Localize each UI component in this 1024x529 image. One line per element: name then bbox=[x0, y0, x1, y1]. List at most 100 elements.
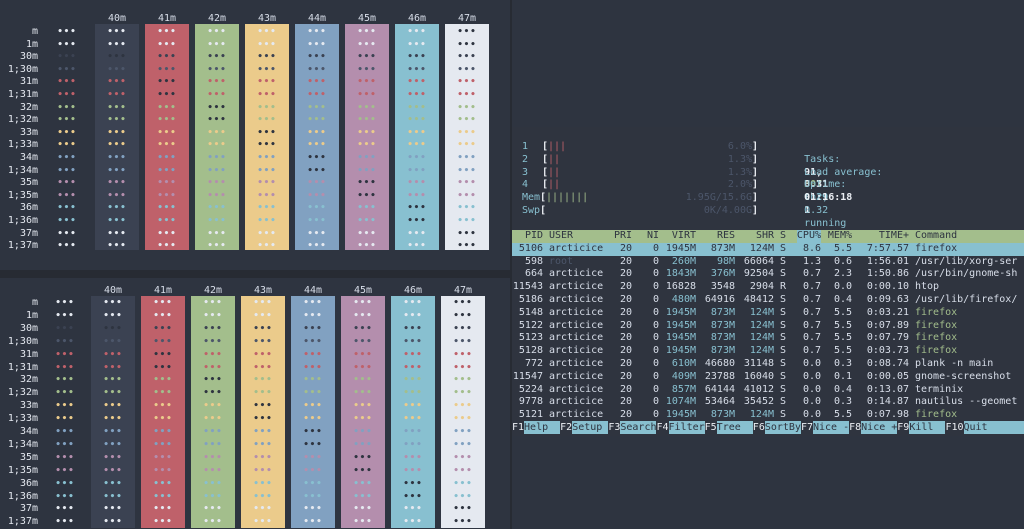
top-panel-color-sample: ••• bbox=[457, 90, 477, 100]
meter-label: 1 bbox=[522, 141, 529, 152]
column-header-pid[interactable]: PID bbox=[524, 230, 543, 241]
column-header-res[interactable]: RES bbox=[716, 230, 735, 241]
process-row[interactable]: 9778 arcticice 20 0 1074M 53464 35452 S 0.0 0.3 0:… bbox=[512, 396, 1024, 409]
fkey-f5-label[interactable]: Tree bbox=[716, 421, 753, 434]
fkey-f1-label[interactable]: Help bbox=[524, 421, 561, 434]
process-pri: 20 bbox=[619, 358, 632, 369]
column-header-shr[interactable]: SHR bbox=[755, 230, 774, 241]
top-panel-row-label: 37m bbox=[19, 227, 38, 239]
top-panel-header-46m: 46m bbox=[407, 13, 427, 24]
fkey-f4-label[interactable]: Filter bbox=[668, 421, 705, 434]
bottom-panel-color-sample: ••• bbox=[253, 491, 273, 502]
process-row[interactable]: 5224 arcticice 20 0 857M 64144 41012 S 0.0 0.4 0:1… bbox=[512, 384, 1024, 397]
process-cpu: 0.0 bbox=[802, 358, 821, 369]
running-count: 1 bbox=[804, 204, 811, 216]
column-header-mem[interactable]: MEM% bbox=[827, 230, 852, 241]
process-cpu: 0.7 bbox=[802, 268, 821, 280]
fkey-f1[interactable]: F1 bbox=[512, 422, 525, 433]
fkey-f8[interactable]: F8 bbox=[849, 422, 862, 433]
fkey-f6-label[interactable]: SortBy bbox=[764, 421, 801, 434]
column-header-pri[interactable]: PRI bbox=[613, 230, 632, 241]
process-cmd: /usr/lib/firefox/ bbox=[915, 294, 1018, 305]
load-average-5: 0.29 bbox=[804, 192, 829, 204]
process-row[interactable]: 5148 arcticice 20 0 1945M 873M 124M S 0.7 5.5 0:03… bbox=[512, 307, 1024, 320]
column-header-user[interactable]: USER bbox=[549, 230, 574, 241]
fkey-f3-label[interactable]: Search bbox=[620, 421, 657, 434]
fkey-f7[interactable]: F7 bbox=[800, 422, 813, 433]
bottom-panel-color-sample: ••• bbox=[103, 362, 123, 373]
process-row[interactable]: 11547 arcticice 20 0 409M 23788 16040 S 0.0 0.1 0:… bbox=[512, 371, 1024, 384]
column-header-virt[interactable]: VIRT bbox=[671, 230, 696, 241]
fkey-f3[interactable]: F3 bbox=[608, 422, 621, 433]
column-header-time[interactable]: TIME+ bbox=[878, 230, 909, 241]
column-header-state[interactable]: S bbox=[780, 230, 787, 241]
process-row[interactable]: 598 root 20 0 260M 98M 66064 S 1.3 0.6 1:56.01/usr… bbox=[512, 256, 1024, 269]
fkey-f7-label[interactable]: Nice - bbox=[813, 421, 850, 434]
bottom-panel-color-sample: ••• bbox=[353, 452, 373, 463]
bottom-panel-color-sample: ••• bbox=[103, 478, 123, 489]
process-row[interactable]: 5186 arcticice 20 0 480M 64916 48412 S 0.7 0.4 0:0… bbox=[512, 294, 1024, 307]
process-mem: 5.5 bbox=[833, 319, 852, 331]
top-panel-color-sample: ••• bbox=[207, 140, 227, 151]
bottom-panel-color-sample: ••• bbox=[153, 414, 173, 425]
top-panel-color-sample: ••• bbox=[57, 228, 77, 239]
fkey-f2-label[interactable]: Setup bbox=[572, 421, 609, 434]
bottom-panel-color-sample: ••• bbox=[203, 323, 223, 334]
process-time: 1:56.01 bbox=[866, 255, 910, 267]
column-header-cpu[interactable]: CPU% bbox=[796, 230, 821, 243]
fkey-f5[interactable]: F5 bbox=[704, 422, 717, 433]
top-panel-color-sample: ••• bbox=[257, 241, 277, 252]
process-row[interactable]: 664 arcticice 20 0 1843M 376M 92504 S 0.7 2.3 1:50… bbox=[512, 268, 1024, 281]
top-panel-color-sample: ••• bbox=[407, 178, 427, 189]
top-panel-color-sample: ••• bbox=[307, 77, 327, 88]
bottom-panel-color-sample: ••• bbox=[103, 465, 123, 476]
bottom-panel-color-sample: ••• bbox=[203, 375, 223, 386]
top-panel-color-sample: ••• bbox=[357, 228, 377, 239]
top-panel-color-sample: ••• bbox=[457, 115, 477, 126]
process-mem: 5.5 bbox=[833, 306, 852, 318]
column-header-ni[interactable]: NI bbox=[646, 230, 659, 241]
process-row[interactable]: 11543 arcticice 20 0 16828 3548 2904 R 0.7 0.0 0:0… bbox=[512, 281, 1024, 294]
process-cmd: /usr/bin/gnome-sh bbox=[915, 268, 1018, 280]
top-panel-color-sample: ••• bbox=[107, 178, 127, 189]
bottom-panel-color-sample: ••• bbox=[55, 465, 75, 476]
fkey-f9[interactable]: F9 bbox=[897, 422, 910, 433]
top-panel-color-sample: ••• bbox=[157, 228, 177, 239]
bottom-panel-color-sample: ••• bbox=[403, 298, 423, 308]
top-panel-color-sample: ••• bbox=[157, 203, 177, 214]
process-row[interactable]: 5106 arcticice 20 0 1945M 873M 124M S 8.6 5.5 7:57… bbox=[512, 242, 1024, 256]
fkey-f10-label[interactable]: Quit bbox=[963, 421, 1024, 434]
top-panel-color-sample: ••• bbox=[107, 102, 127, 113]
top-panel-color-sample: ••• bbox=[207, 216, 227, 226]
fkey-f4[interactable]: F4 bbox=[656, 422, 669, 433]
top-panel-color-sample: ••• bbox=[157, 52, 177, 63]
meter-close-bracket: ] bbox=[751, 192, 758, 204]
fkey-f10[interactable]: F10 bbox=[945, 422, 964, 433]
top-panel-header-43m: 43m bbox=[257, 13, 277, 24]
meter-close-bracket: ] bbox=[751, 141, 758, 152]
bottom-panel-color-sample: ••• bbox=[153, 362, 173, 373]
fkey-f9-label[interactable]: Kill bbox=[909, 421, 946, 434]
process-cmd: firefox bbox=[915, 306, 958, 318]
bottom-panel-header-44m: 44m bbox=[303, 285, 323, 296]
process-ni: 0 bbox=[652, 306, 659, 318]
top-panel-color-sample: ••• bbox=[307, 241, 327, 252]
process-row[interactable]: 5128 arcticice 20 0 1945M 873M 124M S 0.7 5.5 0:03… bbox=[512, 345, 1024, 358]
fkey-f2[interactable]: F2 bbox=[560, 422, 573, 433]
fkey-f8-label[interactable]: Nice + bbox=[861, 421, 898, 434]
top-panel-row-label: 1;34m bbox=[7, 164, 38, 176]
top-panel-column-43m bbox=[245, 24, 289, 250]
column-header-command[interactable]: Command bbox=[915, 230, 958, 241]
bottom-panel-header-41m: 41m bbox=[153, 285, 173, 296]
bottom-panel-color-sample: ••• bbox=[453, 491, 473, 502]
process-s: R bbox=[780, 281, 787, 293]
process-row[interactable]: 5123 arcticice 20 0 1945M 873M 124M S 0.7 5.5 0:07… bbox=[512, 332, 1024, 345]
process-row[interactable]: 5122 arcticice 20 0 1945M 873M 124M S 0.7 5.5 0:07… bbox=[512, 320, 1024, 333]
bottom-panel-color-sample: ••• bbox=[353, 362, 373, 373]
process-cmd: plank -n main bbox=[915, 358, 994, 369]
bottom-panel-color-sample: ••• bbox=[253, 323, 273, 334]
process-row[interactable]: 772 arcticice 20 0 610M 46680 31148 S 0.0 0.3 0:08… bbox=[512, 358, 1024, 371]
bottom-panel-color-sample: ••• bbox=[153, 375, 173, 386]
fkey-f6[interactable]: F6 bbox=[752, 422, 765, 433]
process-row[interactable]: 5121 arcticice 20 0 1945M 873M 124M S 0.0 5.5 0:07… bbox=[512, 409, 1024, 422]
